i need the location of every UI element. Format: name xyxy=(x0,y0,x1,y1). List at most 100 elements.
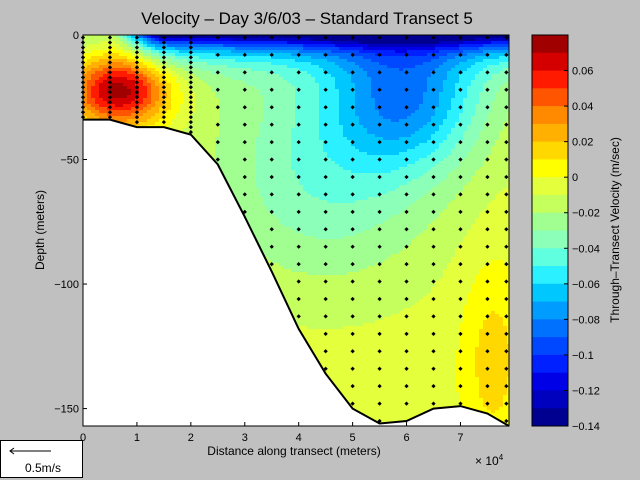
contour-cell xyxy=(155,104,160,108)
contour-cell xyxy=(195,137,200,141)
contour-cell xyxy=(223,50,228,54)
contour-cell xyxy=(163,47,168,51)
contour-cell xyxy=(235,56,240,60)
contour-cell xyxy=(179,110,184,114)
contour-cell xyxy=(231,110,236,114)
contour-cell xyxy=(123,74,128,78)
contour-cell xyxy=(183,38,188,42)
contour-cell xyxy=(227,56,232,60)
contour-cell xyxy=(183,86,188,90)
contour-cell xyxy=(167,59,172,63)
contour-cell xyxy=(151,77,156,81)
contour-cell xyxy=(167,50,172,54)
contour-cell xyxy=(83,107,88,111)
contour-cell xyxy=(151,104,156,108)
contour-cell xyxy=(131,116,136,120)
contour-cell xyxy=(199,104,204,108)
contour-cell xyxy=(87,113,92,117)
contour-cell xyxy=(115,71,120,75)
contour-cell xyxy=(211,155,216,159)
contour-cell xyxy=(187,53,192,57)
contour-cell xyxy=(179,92,184,96)
contour-cell xyxy=(203,41,208,45)
contour-cell xyxy=(199,59,204,63)
contour-cell xyxy=(99,59,104,63)
contour-cell xyxy=(187,131,192,135)
contour-cell xyxy=(231,176,236,180)
contour-cell xyxy=(159,119,164,123)
contour-cell xyxy=(127,107,132,111)
contour-cell xyxy=(171,59,176,63)
contour-cell xyxy=(211,128,216,132)
contour-cell xyxy=(163,89,168,93)
contour-cell xyxy=(195,113,200,117)
contour-cell xyxy=(131,62,136,66)
contour-cell xyxy=(227,35,232,39)
contour-cell xyxy=(231,89,236,93)
contour-cell xyxy=(231,134,236,138)
contour-cell xyxy=(203,86,208,90)
contour-cell xyxy=(219,119,224,123)
contour-cell xyxy=(127,116,132,120)
contour-cell xyxy=(91,80,96,84)
contour-cell xyxy=(219,140,224,144)
contour-cell xyxy=(215,95,220,99)
contour-cell xyxy=(207,140,212,144)
contour-cell xyxy=(179,35,184,39)
contour-cell xyxy=(227,65,232,69)
contour-cell xyxy=(111,86,116,90)
contour-cell xyxy=(99,56,104,60)
contour-cell xyxy=(175,101,180,105)
contour-cell xyxy=(119,71,124,75)
contour-cell xyxy=(227,146,232,150)
contour-cell xyxy=(203,125,208,129)
contour-cell xyxy=(87,116,92,120)
contour-cell xyxy=(159,92,164,96)
contour-cell xyxy=(195,116,200,120)
contour-cell xyxy=(143,74,148,78)
contour-cell xyxy=(123,119,128,123)
contour-cell xyxy=(171,71,176,75)
contour-cell xyxy=(147,86,152,90)
contour-cell xyxy=(155,35,160,39)
contour-cell xyxy=(211,119,216,123)
contour-cell xyxy=(159,47,164,51)
contour-cell xyxy=(231,62,236,66)
contour-cell xyxy=(207,110,212,114)
contour-cell xyxy=(147,62,152,66)
contour-cell xyxy=(187,98,192,102)
contour-cell xyxy=(211,137,216,141)
contour-cell xyxy=(91,74,96,78)
contour-cell xyxy=(143,53,148,57)
contour-cell xyxy=(167,65,172,69)
contour-cell xyxy=(199,140,204,144)
contour-cell xyxy=(227,62,232,66)
contour-cell xyxy=(155,86,160,90)
contour-cell xyxy=(91,62,96,66)
contour-cell xyxy=(163,44,168,48)
contour-cell xyxy=(87,41,92,45)
contour-cell xyxy=(139,50,144,54)
contour-cell xyxy=(127,44,132,48)
contour-cell xyxy=(131,80,136,84)
contour-cell xyxy=(163,83,168,87)
contour-cell xyxy=(139,56,144,60)
contour-cell xyxy=(187,83,192,87)
contour-cell xyxy=(171,95,176,99)
contour-cell xyxy=(115,56,120,60)
contour-cell xyxy=(215,113,220,117)
contour-cell xyxy=(207,134,212,138)
contour-cell xyxy=(83,86,88,90)
contour-cell xyxy=(123,38,128,42)
contour-cell xyxy=(127,71,132,75)
contour-cell xyxy=(223,59,228,63)
contour-cell xyxy=(159,56,164,60)
contour-cell xyxy=(223,65,228,69)
contour-cell xyxy=(215,110,220,114)
contour-cell xyxy=(163,38,168,42)
contour-cell xyxy=(203,68,208,72)
contour-cell xyxy=(151,41,156,45)
contour-cell xyxy=(99,101,104,105)
contour-cell xyxy=(231,95,236,99)
contour-cell xyxy=(187,68,192,72)
